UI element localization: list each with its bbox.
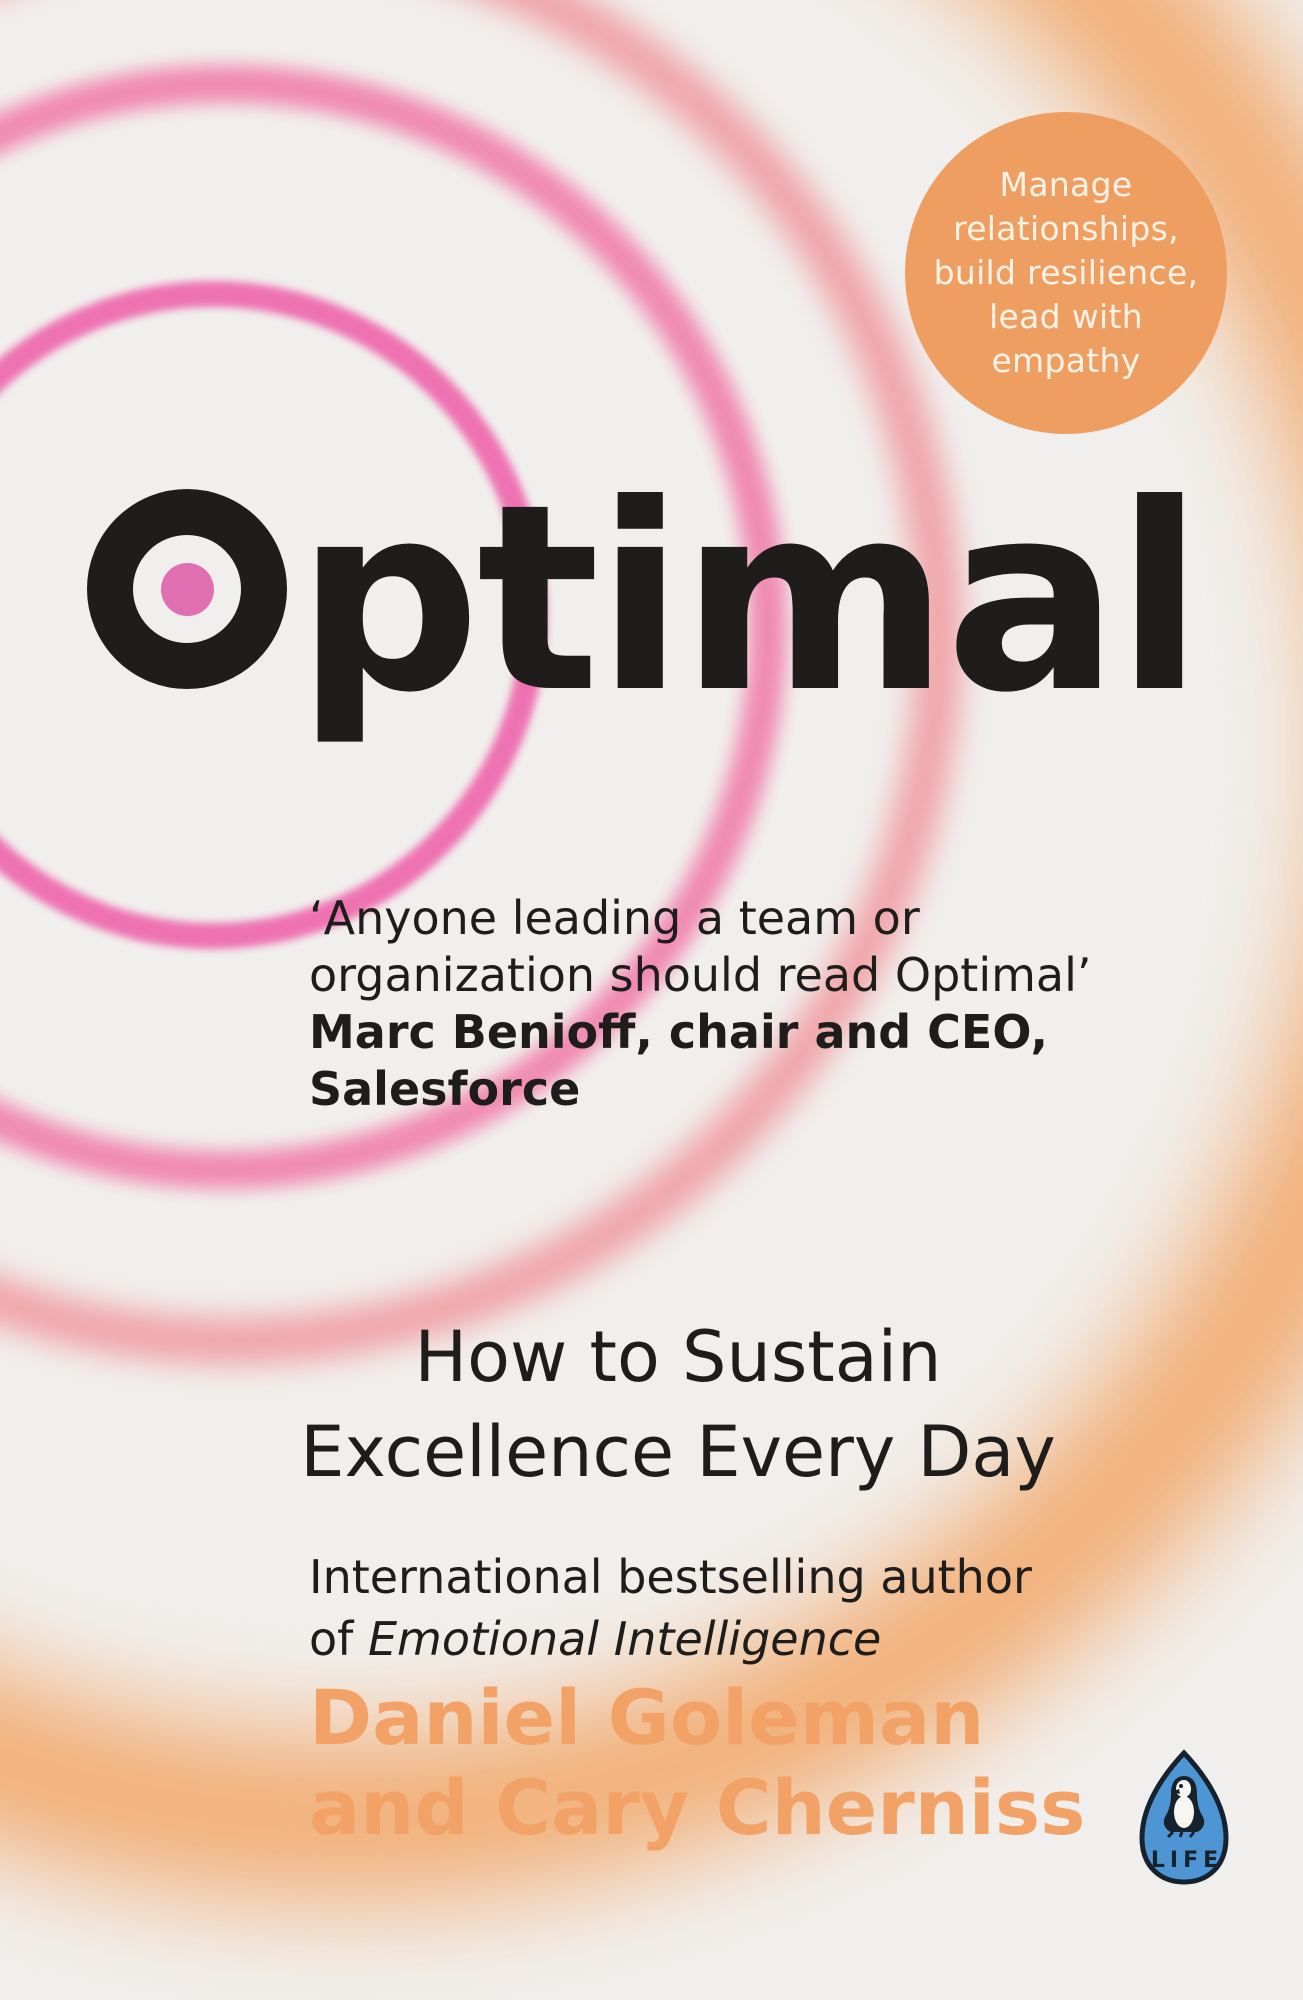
subtitle-line: How to Sustain xyxy=(414,1316,942,1398)
bio-line: of Emotional Intelligence xyxy=(309,1608,1032,1670)
penguin-beak xyxy=(1171,1789,1180,1794)
tagline-line: lead with xyxy=(989,297,1143,336)
title-o-center-dot xyxy=(161,563,214,616)
quote-line: organization should read Optimal’ xyxy=(309,948,1092,1002)
quote-line: ‘Anyone leading a team or xyxy=(309,891,920,945)
tagline-line: build resilience, xyxy=(933,253,1199,292)
penguin-life-logo: LIFE xyxy=(1139,1749,1229,1885)
author-name-line: Daniel Goleman xyxy=(309,1673,985,1762)
review-quote: ‘Anyone leading a team or organization s… xyxy=(309,890,1092,1118)
subtitle-line: Excellence Every Day xyxy=(300,1411,1056,1493)
tagline-line: Manage xyxy=(999,165,1133,204)
tagline-badge: Manage relationships, build resilience, … xyxy=(905,112,1227,434)
publisher-label: LIFE xyxy=(1151,1848,1223,1873)
bio-book-title: Emotional Intelligence xyxy=(367,1612,882,1666)
tagline-line: empathy xyxy=(991,341,1141,380)
penguin-face xyxy=(1176,1780,1191,1797)
tagline-line: relationships, xyxy=(953,209,1179,248)
quote-attribution: Salesforce xyxy=(309,1062,581,1116)
author-bio: International bestselling author of Emot… xyxy=(309,1546,1032,1670)
author-names: Daniel Goleman and Cary Cherniss xyxy=(309,1673,1085,1853)
quote-attribution: Marc Benioff, chair and CEO, xyxy=(309,1005,1048,1059)
bio-prefix: of xyxy=(309,1612,368,1666)
penguin-eye xyxy=(1179,1784,1183,1788)
title-text: ptimal xyxy=(296,449,1204,749)
bio-line: International bestselling author xyxy=(309,1550,1032,1604)
penguin-belly xyxy=(1174,1796,1194,1828)
author-name-line: and Cary Cherniss xyxy=(309,1763,1086,1852)
penguin-feet xyxy=(1166,1830,1196,1839)
subtitle: How to Sustain Excellence Every Day xyxy=(53,1310,1303,1500)
